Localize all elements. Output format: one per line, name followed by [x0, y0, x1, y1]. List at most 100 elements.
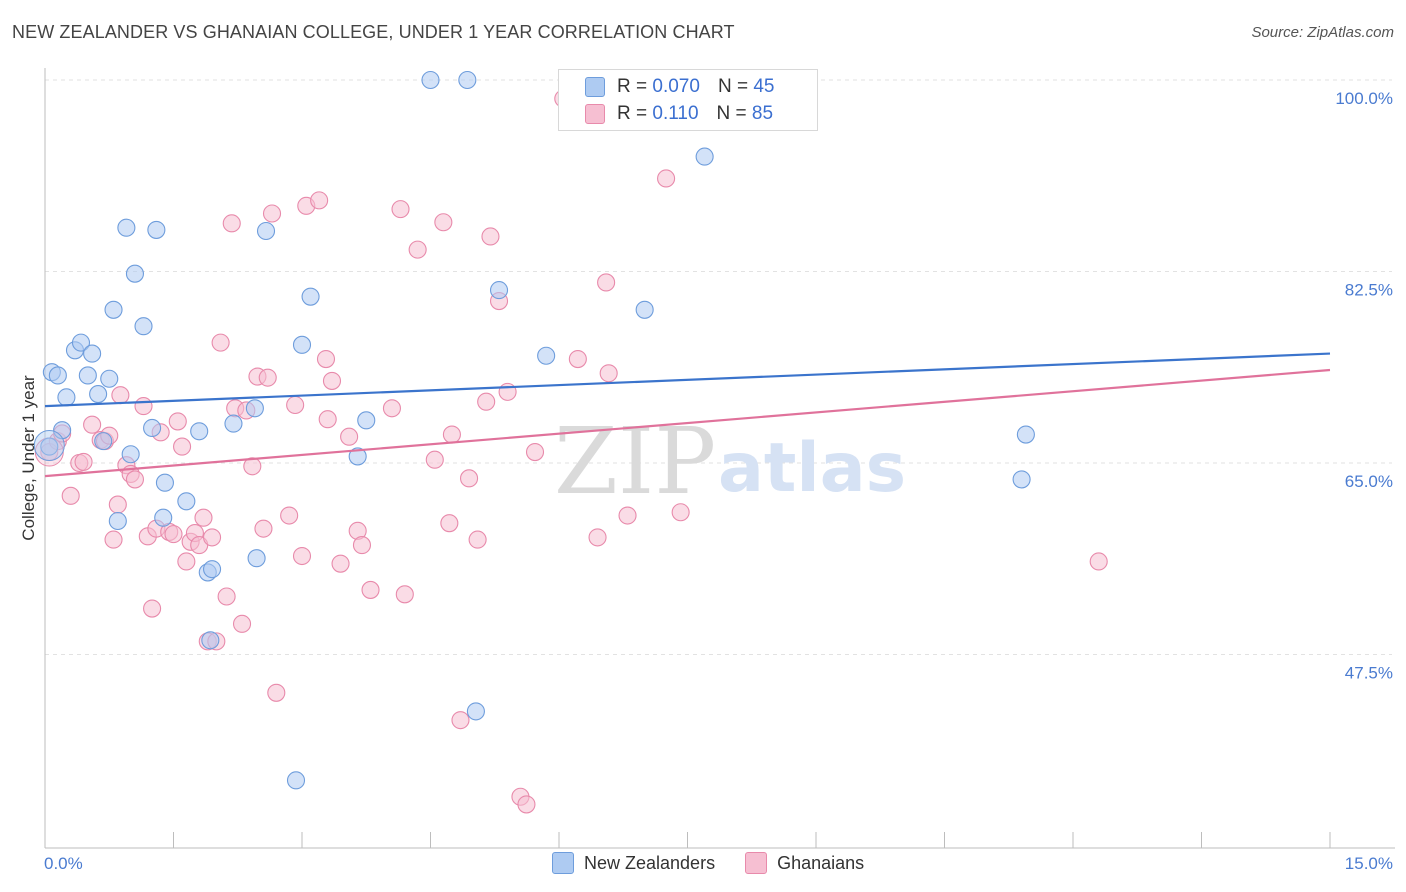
- data-point: [695, 147, 714, 166]
- data-point: [78, 366, 97, 385]
- data-point: [111, 386, 130, 405]
- data-point: [89, 385, 108, 404]
- data-point: [147, 220, 166, 239]
- data-point: [382, 399, 402, 418]
- data-point: [671, 503, 690, 522]
- data-point: [440, 514, 459, 533]
- data-point: [83, 415, 102, 434]
- data-point: [322, 371, 342, 390]
- data-point: [292, 335, 312, 354]
- data-point: [451, 711, 470, 730]
- data-point: [194, 508, 213, 527]
- new-zealanders-points: [33, 70, 1035, 790]
- data-point: [48, 366, 67, 385]
- data-point: [537, 346, 556, 365]
- watermark: ZIP atlas: [554, 408, 906, 515]
- data-point: [117, 218, 136, 237]
- data-point: [618, 506, 637, 525]
- data-point: [481, 227, 500, 246]
- data-point: [211, 333, 230, 352]
- axis-labels: 100.0% 82.5% 65.0% 47.5% 0.0% 15.0% College, U…: [19, 89, 1393, 873]
- x-tick-label: 0.0%: [44, 854, 83, 873]
- data-point: [352, 536, 372, 555]
- new-zealanders-trend-line: [44, 352, 1331, 408]
- data-point: [57, 388, 76, 407]
- data-point: [256, 221, 276, 241]
- data-point: [657, 169, 676, 188]
- legend-label: New Zealanders: [584, 852, 716, 873]
- data-point: [254, 519, 273, 538]
- legend-n-value: 45: [753, 76, 775, 97]
- watermark-zip: ZIP: [554, 408, 716, 515]
- legend-item-ghanaians[interactable]: Ghanaians: [745, 852, 864, 874]
- y-tick-label: 100.0%: [1335, 89, 1393, 108]
- legend-r-label: R =: [617, 76, 648, 97]
- data-point: [125, 470, 144, 489]
- data-point: [243, 457, 262, 476]
- data-point: [357, 411, 376, 430]
- data-point: [425, 450, 444, 469]
- data-point: [340, 427, 359, 446]
- data-point: [100, 369, 119, 388]
- data-point: [1016, 425, 1035, 444]
- pink-swatch: [585, 104, 605, 124]
- data-point: [173, 437, 192, 456]
- data-point: [224, 414, 243, 433]
- y-tick-label: 65.0%: [1345, 472, 1393, 491]
- data-point: [168, 412, 187, 431]
- data-point: [134, 317, 153, 336]
- y-axis-title: College, Under 1 year: [19, 375, 38, 541]
- legend-item-new-zealanders[interactable]: New Zealanders: [552, 852, 715, 874]
- data-point: [477, 392, 496, 411]
- data-point: [232, 614, 252, 633]
- data-point: [421, 70, 440, 90]
- data-point: [292, 546, 312, 566]
- gridlines: [45, 79, 1392, 655]
- data-point: [568, 349, 587, 369]
- y-tick-label: 82.5%: [1345, 281, 1393, 300]
- y-tick-label: 47.5%: [1345, 664, 1393, 683]
- legend-r-value: 0.070: [652, 76, 700, 97]
- legend-r-value: 0.110: [652, 103, 699, 124]
- legend-n-value: 85: [751, 103, 774, 124]
- data-point: [468, 530, 487, 549]
- data-point: [222, 214, 241, 233]
- data-point: [635, 300, 654, 319]
- data-point: [94, 432, 113, 451]
- stats-legend: R = 0.070 N = 45 R = 0.110 N = 85: [558, 69, 818, 131]
- blue-swatch: [585, 77, 605, 97]
- data-point: [348, 447, 367, 466]
- data-point: [267, 683, 286, 702]
- data-point: [316, 349, 336, 369]
- trend-lines: [44, 352, 1331, 478]
- data-point: [177, 492, 196, 511]
- data-point: [318, 410, 337, 429]
- data-point: [40, 437, 59, 456]
- data-point: [588, 528, 607, 547]
- data-point: [258, 368, 277, 387]
- data-point: [121, 445, 140, 464]
- data-point: [262, 204, 282, 223]
- data-point: [599, 364, 618, 383]
- data-point: [466, 702, 485, 721]
- data-point: [83, 344, 102, 363]
- data-point: [164, 525, 183, 544]
- data-point: [104, 530, 123, 549]
- data-point: [143, 418, 162, 438]
- data-point: [597, 273, 616, 292]
- data-point: [104, 300, 123, 319]
- data-point: [177, 552, 196, 571]
- data-point: [434, 213, 453, 232]
- chart-title: NEW ZEALANDER VS GHANAIAN COLLEGE, UNDER…: [12, 22, 735, 42]
- data-point: [489, 281, 509, 300]
- data-point: [280, 506, 299, 525]
- data-point: [203, 528, 222, 547]
- legend-n-label: N =: [717, 76, 749, 97]
- blue-swatch: [552, 852, 574, 874]
- data-point: [190, 422, 209, 441]
- data-point: [154, 508, 173, 527]
- ghanaians-trend-line: [44, 368, 1331, 478]
- source-label: Source: ZipAtlas.com: [1251, 24, 1394, 41]
- data-point: [525, 443, 545, 462]
